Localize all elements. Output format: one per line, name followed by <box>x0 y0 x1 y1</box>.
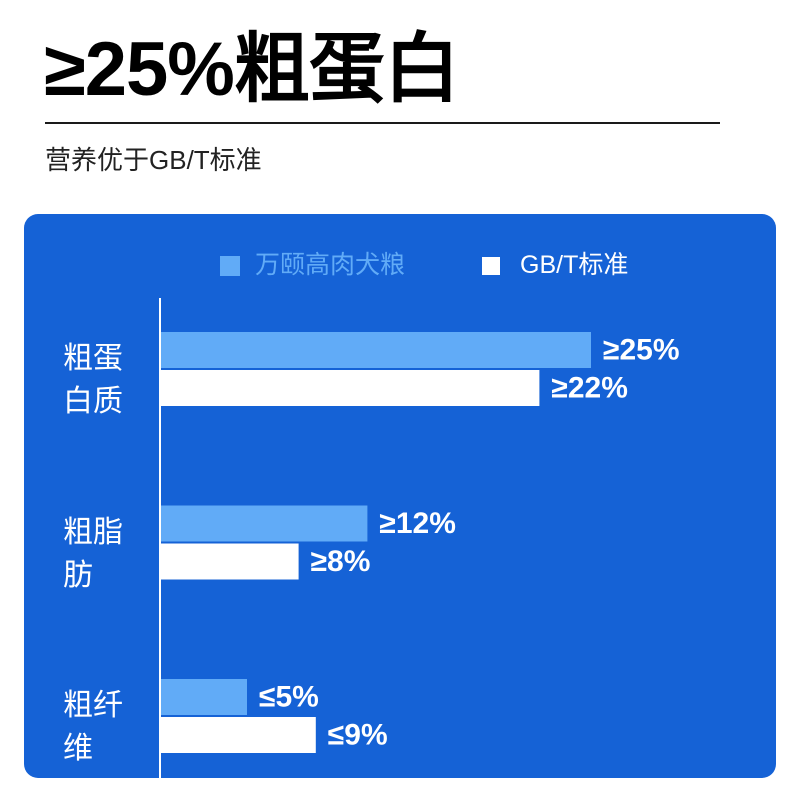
value-label-standard: ≥8% <box>311 545 371 578</box>
value-label-brand: ≥25% <box>603 334 680 367</box>
bar-brand <box>161 332 591 368</box>
category-label: 粗蛋白质 <box>63 342 123 418</box>
bar-standard <box>161 543 299 580</box>
legend-label-standard: GB/T标准 <box>520 251 629 279</box>
value-label-brand: ≤5% <box>259 681 319 714</box>
category-label: 粗脂肪 <box>63 515 123 592</box>
bar-brand <box>161 505 368 542</box>
bar-brand <box>161 679 247 715</box>
page-title: ≥25%粗蛋白 <box>44 27 460 112</box>
bar-standard <box>161 717 316 753</box>
value-label-standard: ≤9% <box>328 719 388 752</box>
page-subtitle: 营养优于GB/T标准 <box>45 145 262 175</box>
legend-swatch-standard <box>482 257 500 275</box>
legend-swatch-brand <box>220 256 240 276</box>
legend-label-brand: 万颐高肉犬粮 <box>255 251 406 279</box>
bar-chart: ≥25% ≥22% ≥12%≥8% ≤5% ≤9% <box>159 298 680 778</box>
value-label-standard: ≥22% <box>551 372 628 405</box>
title-divider <box>45 122 720 124</box>
category-label: 粗纤维 <box>63 689 123 765</box>
value-label-brand: ≥12% <box>379 507 456 540</box>
bar-standard <box>161 370 540 406</box>
chart-panel: 万颐高肉犬粮 GB/T标准 ≥25% ≥22% ≥12% ≥8% ≤5% ≤9% 粗蛋白质… <box>24 214 776 778</box>
